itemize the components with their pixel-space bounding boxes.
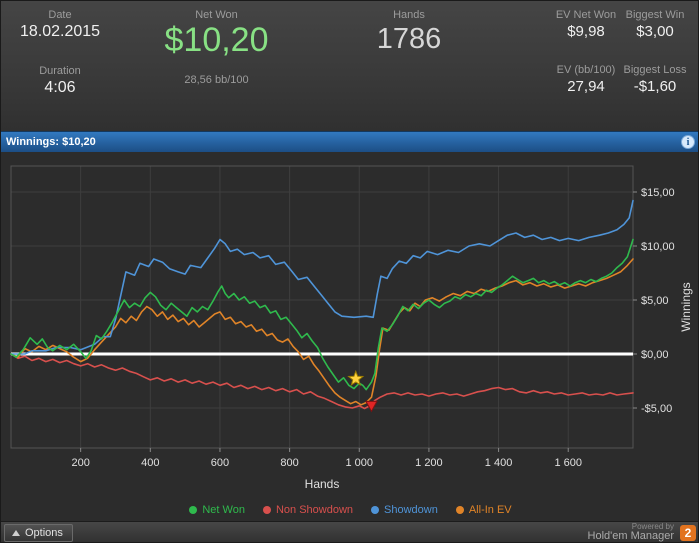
ev-net-won-label: EV Net Won <box>555 9 617 21</box>
biggest-win-value: $3,00 <box>636 23 674 40</box>
brand-text: Hold'em Manager <box>587 530 674 543</box>
triangle-down-marker <box>365 400 378 413</box>
series-showdown <box>10 199 634 355</box>
biggest-win-label: Biggest Win <box>625 9 685 21</box>
winnings-bar-label: Winnings: $10,20 <box>6 136 96 148</box>
hands-value: 1786 <box>376 23 442 55</box>
options-button[interactable]: Options <box>4 524 73 542</box>
footer-bar: Options Powered by Hold'em Manager 2 <box>1 521 698 543</box>
net-won-value: $10,20 <box>164 21 269 59</box>
hands-label: Hands <box>393 9 425 21</box>
y-tick-label: -$5,00 <box>641 403 672 415</box>
net-won-block: Net Won $10,20 28,56 bb/100 <box>119 1 314 86</box>
y-tick-label: $0,00 <box>641 349 669 361</box>
x-tick-label: 1 000 <box>345 457 373 469</box>
biggest-loss-value: -$1,60 <box>633 78 677 95</box>
legend-dot <box>371 506 380 514</box>
ev-bb100-label: EV (bb/100) <box>556 64 616 76</box>
chart-legend: Net Won Non Showdown Showdown All-In EV <box>1 502 698 518</box>
star-marker <box>347 369 365 387</box>
legend-label: Showdown <box>384 504 438 516</box>
date-label: Date <box>48 9 72 21</box>
legend-label: All-In EV <box>468 504 512 516</box>
x-tick-label: 1 200 <box>415 457 443 469</box>
legend-dot <box>262 506 271 514</box>
x-axis-title: Hands <box>305 477 340 491</box>
date-duration-block: Date 18.02.2015 Duration 4:06 <box>1 1 119 97</box>
legend-item-all-in-ev[interactable]: All-In EV <box>455 504 512 516</box>
powered-by-block: Powered by Hold'em Manager 2 <box>587 522 696 543</box>
ev-block: EV Net Won $9,98 EV (bb/100) 27,94 <box>511 1 661 95</box>
x-tick-label: 200 <box>71 457 89 469</box>
net-won-bb100: 28,56 bb/100 <box>184 74 249 86</box>
legend-label: Net Won <box>202 504 245 516</box>
ev-bb100-value: 27,94 <box>567 78 605 95</box>
legend-item-showdown[interactable]: Showdown <box>371 504 438 516</box>
duration-label: Duration <box>39 65 81 77</box>
x-tick-label: 1 600 <box>554 457 582 469</box>
x-tick-label: 600 <box>211 457 229 469</box>
legend-item-non-showdown[interactable]: Non Showdown <box>262 504 354 516</box>
y-axis-title: Winnings <box>679 282 693 331</box>
biggest-block: Biggest Win $3,00 Biggest Loss -$1,60 <box>613 1 697 95</box>
ev-net-won-value: $9,98 <box>567 23 605 40</box>
x-tick-label: 1 400 <box>485 457 513 469</box>
winnings-bar[interactable]: Winnings: $10,20 i <box>1 131 698 152</box>
powered-by-text: Powered by <box>631 522 674 531</box>
legend-label: Non Showdown <box>275 504 354 516</box>
duration-value: 4:06 <box>44 79 76 96</box>
legend-item-net-won[interactable]: Net Won <box>189 504 245 516</box>
x-tick-label: 400 <box>141 457 159 469</box>
series-all-in-ev <box>10 258 634 406</box>
hm2-logo-icon: 2 <box>680 524 696 541</box>
plot-border <box>10 165 634 449</box>
y-tick-label: $10,00 <box>641 241 675 253</box>
legend-dot <box>189 506 198 514</box>
date-value: 18.02.2015 <box>19 23 101 40</box>
options-arrow-icon <box>12 530 20 536</box>
hands-block: Hands 1786 <box>314 1 504 56</box>
info-icon[interactable]: i <box>681 135 695 149</box>
y-tick-label: $5,00 <box>641 295 669 307</box>
x-tick-label: 800 <box>280 457 298 469</box>
stats-header: Date 18.02.2015 Duration 4:06 Net Won $1… <box>1 1 698 131</box>
y-tick-label: $15,00 <box>641 187 675 199</box>
series-net-won <box>10 238 634 391</box>
biggest-loss-label: Biggest Loss <box>623 64 687 76</box>
winnings-chart: 200 400 600 800 1 000 1 200 1 400 1 600 $15,00 $1… <box>1 152 698 521</box>
legend-dot <box>455 506 464 514</box>
chart-plot: 200 400 600 800 1 000 1 200 1 400 1 600 $15,00 $1… <box>10 165 693 491</box>
series-non-showdown <box>10 353 634 410</box>
options-button-label: Options <box>25 527 63 539</box>
net-won-label: Net Won <box>195 9 238 21</box>
